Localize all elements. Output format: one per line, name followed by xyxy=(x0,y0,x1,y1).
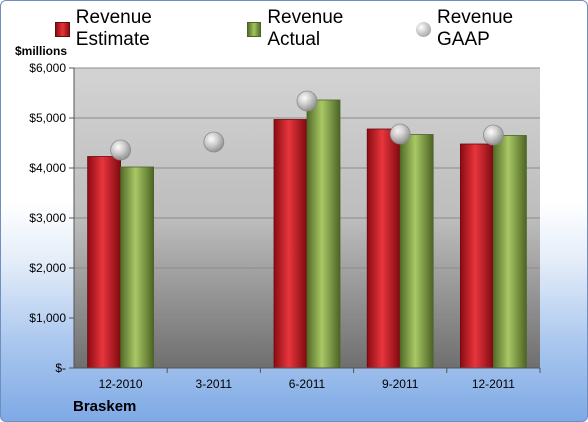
legend-swatch-gaap xyxy=(416,21,432,37)
y-tick-label: $1,000 xyxy=(29,311,66,325)
bars xyxy=(87,99,527,369)
y-tick-label: $2,000 xyxy=(29,261,66,275)
bar-revenue-actual xyxy=(492,135,527,369)
y-tick-label: $- xyxy=(55,361,66,375)
x-tick-label: 6-2011 xyxy=(289,377,326,391)
legend-swatch-actual xyxy=(246,21,262,37)
legend-item-actual: Revenue Actual xyxy=(246,7,399,51)
y-unit-label: $millions xyxy=(15,44,68,58)
x-tick-label: 9-2011 xyxy=(382,377,419,391)
y-tick-label: $5,000 xyxy=(29,111,66,125)
bar-revenue-actual xyxy=(399,134,434,369)
marker-revenue-gaap xyxy=(482,124,504,146)
y-tick-label: $4,000 xyxy=(29,161,66,175)
legend-swatch-estimate xyxy=(55,21,70,37)
x-tick-label: 3-2011 xyxy=(196,377,233,391)
y-tick-label: $6,000 xyxy=(29,61,66,75)
marker-revenue-gaap xyxy=(389,123,411,145)
x-tick-label: 12-2010 xyxy=(99,377,143,391)
gaap-markers xyxy=(110,90,504,161)
bar-revenue-actual xyxy=(306,99,341,369)
marker-revenue-gaap xyxy=(296,90,318,112)
bar-revenue-estimate xyxy=(273,119,308,369)
legend-label-estimate: Revenue Estimate xyxy=(75,7,152,50)
marker-revenue-gaap xyxy=(203,131,225,153)
bar-revenue-estimate xyxy=(87,156,121,369)
bar-revenue-estimate xyxy=(459,143,494,369)
legend-item-gaap: Revenue GAAP xyxy=(416,7,569,51)
legend: Revenue Estimate Revenue Actual Revenue … xyxy=(55,7,587,50)
x-tick-label: 12-2011 xyxy=(472,377,515,391)
bar-revenue-estimate xyxy=(366,128,401,369)
legend-label-actual: Revenue Actual xyxy=(267,7,344,50)
company-label: Braskem xyxy=(73,398,137,415)
legend-item-estimate: Revenue Estimate xyxy=(55,7,229,51)
marker-revenue-gaap xyxy=(110,139,131,161)
legend-label-gaap: Revenue GAAP xyxy=(437,7,514,50)
y-tick-label: $3,000 xyxy=(29,211,66,225)
axes: $- $1,000 $2,000 $3,000 $4,000 $5,000 $6,000 12… xyxy=(29,61,541,391)
bar-revenue-actual xyxy=(120,166,154,369)
